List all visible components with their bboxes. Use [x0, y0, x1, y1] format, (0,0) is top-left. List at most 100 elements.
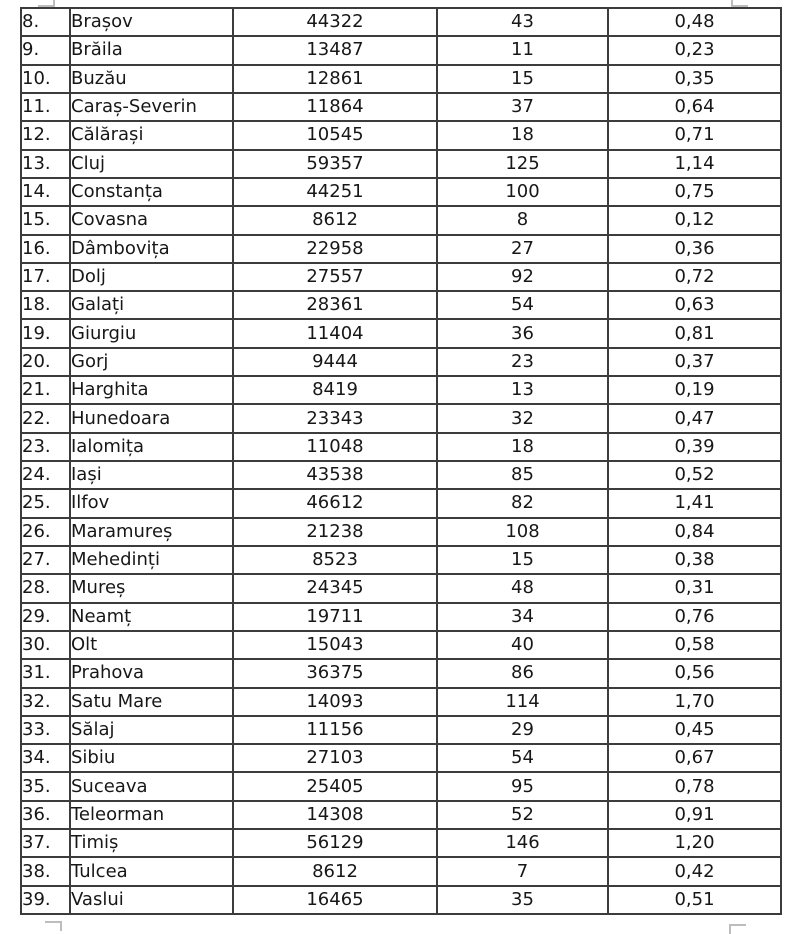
cases-value-cell: 85	[436, 459, 609, 491]
table-row: 19. Giurgiu 11404 36 0,81	[20, 318, 782, 349]
cases-value-cell: 15	[436, 63, 609, 94]
table-row: 31. Prahova 36375 86 0,56	[20, 658, 782, 689]
county-name-cell: Covasna	[69, 205, 234, 236]
table-row: 22. Hunedoara 23343 32 0,47	[20, 403, 782, 434]
rate-value-cell: 0,37	[607, 346, 782, 378]
count-value-cell: 8612	[232, 856, 438, 887]
county-name-cell: Cluj	[69, 148, 234, 179]
table-row: 38. Tulcea 8612 7 0,42	[20, 856, 782, 887]
county-name-cell: Harghita	[69, 375, 234, 406]
rate-value-cell: 0,63	[607, 290, 782, 321]
rate-value-cell: 0,19	[607, 375, 782, 406]
count-value-cell: 27557	[232, 261, 438, 293]
count-value-cell: 9444	[232, 346, 438, 378]
row-number-cell: 23.	[20, 431, 71, 463]
table-row: 36. Teleorman 14308 52 0,91	[20, 799, 782, 831]
row-number-cell: 29.	[20, 601, 71, 632]
rate-value-cell: 0,76	[607, 601, 782, 632]
scan-artifact-bottom-right	[729, 924, 746, 934]
rate-value-cell: 0,81	[607, 318, 782, 349]
county-name-cell: Neamț	[69, 601, 234, 632]
rate-value-cell: 0,47	[607, 403, 782, 434]
cases-value-cell: 95	[436, 771, 609, 802]
row-number-cell: 9.	[20, 35, 71, 66]
rate-value-cell: 0,58	[607, 629, 782, 661]
cases-value-cell: 13	[436, 375, 609, 406]
cases-value-cell: 7	[436, 856, 609, 887]
rate-value-cell: 0,56	[607, 658, 782, 689]
count-value-cell: 23343	[232, 403, 438, 434]
county-name-cell: Ilfov	[69, 488, 234, 519]
row-number-cell: 10.	[20, 63, 71, 94]
rate-value-cell: 0,52	[607, 459, 782, 491]
row-number-cell: 13.	[20, 148, 71, 179]
cases-value-cell: 114	[436, 686, 609, 717]
county-statistics-table: 8. Brașov 44322 43 0,48 9. Brăila 13487 11 0,23 10…	[20, 6, 782, 916]
table-row: 25. Ilfov 46612 82 1,41	[20, 488, 782, 519]
count-value-cell: 46612	[232, 488, 438, 519]
county-name-cell: Mehedinți	[69, 544, 234, 576]
county-name-cell: Constanța	[69, 176, 234, 208]
cases-value-cell: 23	[436, 346, 609, 378]
rate-value-cell: 0,45	[607, 714, 782, 746]
row-number-cell: 28.	[20, 573, 71, 604]
table-row: 18. Galați 28361 54 0,63	[20, 290, 782, 321]
scan-artifact-top-right	[731, 0, 748, 7]
county-name-cell: Dâmbovița	[69, 233, 234, 264]
table-row: 30. Olt 15043 40 0,58	[20, 629, 782, 661]
rate-value-cell: 0,42	[607, 856, 782, 887]
cases-value-cell: 29	[436, 714, 609, 746]
cases-value-cell: 100	[436, 176, 609, 208]
table-row: 39. Vaslui 16465 35 0,51	[20, 884, 782, 916]
rate-value-cell: 0,48	[607, 6, 782, 38]
count-value-cell: 14093	[232, 686, 438, 717]
table-row: 24. Iași 43538 85 0,52	[20, 459, 782, 491]
table-row: 29. Neamț 19711 34 0,76	[20, 601, 782, 632]
count-value-cell: 28361	[232, 290, 438, 321]
count-value-cell: 21238	[232, 516, 438, 547]
table-row: 33. Sălaj 11156 29 0,45	[20, 714, 782, 746]
rate-value-cell: 0,64	[607, 91, 782, 123]
cases-value-cell: 32	[436, 403, 609, 434]
rate-value-cell: 0,51	[607, 884, 782, 916]
row-number-cell: 25.	[20, 488, 71, 519]
table-row: 20. Gorj 9444 23 0,37	[20, 346, 782, 378]
county-name-cell: Maramureș	[69, 516, 234, 547]
count-value-cell: 25405	[232, 771, 438, 802]
county-name-cell: Teleorman	[69, 799, 234, 831]
cases-value-cell: 82	[436, 488, 609, 519]
cases-value-cell: 43	[436, 6, 609, 38]
cases-value-cell: 11	[436, 35, 609, 66]
row-number-cell: 24.	[20, 459, 71, 491]
cases-value-cell: 34	[436, 601, 609, 632]
cases-value-cell: 18	[436, 120, 609, 151]
rate-value-cell: 1,70	[607, 686, 782, 717]
table-row: 32. Satu Mare 14093 114 1,70	[20, 686, 782, 717]
rate-value-cell: 1,41	[607, 488, 782, 519]
count-value-cell: 27103	[232, 743, 438, 774]
cases-value-cell: 125	[436, 148, 609, 179]
scan-artifact-top-left	[38, 0, 55, 7]
count-value-cell: 15043	[232, 629, 438, 661]
table-row: 9. Brăila 13487 11 0,23	[20, 35, 782, 66]
county-name-cell: Iași	[69, 459, 234, 491]
county-name-cell: Caraș-Severin	[69, 91, 234, 123]
rate-value-cell: 0,35	[607, 63, 782, 94]
count-value-cell: 12861	[232, 63, 438, 94]
count-value-cell: 19711	[232, 601, 438, 632]
table-row: 16. Dâmbovița 22958 27 0,36	[20, 233, 782, 264]
count-value-cell: 8523	[232, 544, 438, 576]
count-value-cell: 22958	[232, 233, 438, 264]
row-number-cell: 18.	[20, 290, 71, 321]
rate-value-cell: 0,39	[607, 431, 782, 463]
cases-value-cell: 18	[436, 431, 609, 463]
rate-value-cell: 0,75	[607, 176, 782, 208]
county-name-cell: Gorj	[69, 346, 234, 378]
rate-value-cell: 0,38	[607, 544, 782, 576]
rate-value-cell: 0,12	[607, 205, 782, 236]
row-number-cell: 37.	[20, 828, 71, 859]
county-name-cell: Tulcea	[69, 856, 234, 887]
count-value-cell: 11864	[232, 91, 438, 123]
row-number-cell: 20.	[20, 346, 71, 378]
